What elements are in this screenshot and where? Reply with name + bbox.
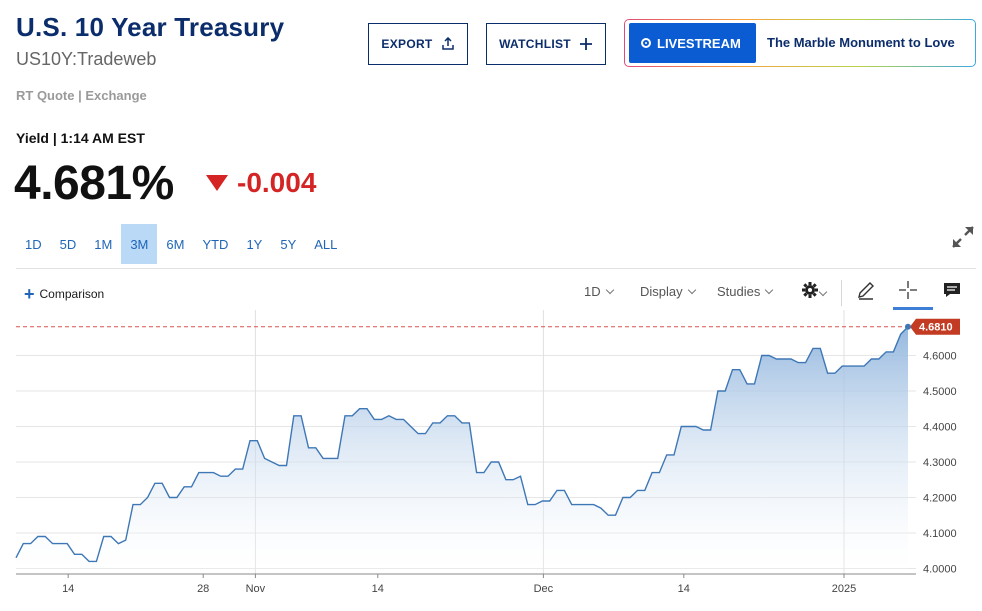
livestream-badge-label: LIVESTREAM (657, 35, 741, 51)
symbol-label: US10Y:Tradeweb (16, 49, 157, 69)
range-ytd[interactable]: YTD (202, 236, 229, 252)
live-dot-icon (641, 38, 651, 48)
crosshair-icon (898, 280, 918, 305)
y-tick-label: 4.3000 (923, 457, 957, 469)
x-tick-label: Dec (534, 583, 554, 595)
last-value-badge: 4.6810 (910, 318, 960, 335)
rt-quote-label: RT Quote | Exchange (16, 88, 147, 103)
x-tick-label: 14 (62, 583, 74, 595)
range-5y[interactable]: 5Y (280, 236, 297, 252)
page-title: U.S. 10 Year Treasury (16, 12, 285, 42)
livestream-inner: LIVESTREAM The Marble Monument to Love (625, 20, 975, 66)
chevron-down-icon (765, 285, 774, 295)
expand-icon[interactable] (950, 224, 976, 250)
comments-button[interactable] (940, 280, 964, 304)
x-tick-label: 14 (678, 583, 690, 595)
y-tick-label: 4.6000 (923, 350, 957, 362)
interval-label: 1D (584, 284, 601, 299)
studies-dropdown[interactable]: Studies (717, 284, 774, 299)
comparison-button[interactable]: + Comparison (24, 284, 105, 304)
interval-dropdown[interactable]: 1D (584, 284, 614, 299)
y-tick-label: 4.4000 (923, 421, 957, 433)
range-all[interactable]: ALL (314, 236, 338, 252)
display-label: Display (640, 284, 683, 299)
comment-icon (942, 280, 962, 305)
range-3m[interactable]: 3M (121, 224, 158, 264)
y-tick-label: 4.2000 (923, 492, 957, 504)
chevron-down-icon (605, 285, 614, 295)
watchlist-label: WATCHLIST (499, 37, 571, 51)
export-button[interactable]: EXPORT (368, 23, 468, 65)
share-icon (441, 37, 455, 51)
crosshair-button[interactable] (896, 280, 920, 304)
display-dropdown[interactable]: Display (640, 284, 696, 299)
settings-chevron[interactable] (817, 280, 829, 304)
livestream-banner[interactable]: LIVESTREAM The Marble Monument to Love (624, 19, 976, 67)
plus-icon: + (24, 284, 35, 304)
gear-icon (801, 281, 819, 304)
chart-area-fill (16, 326, 908, 572)
studies-label: Studies (717, 284, 761, 299)
divider (16, 268, 976, 269)
comparison-label: Comparison (39, 287, 105, 301)
y-tick-label: 4.5000 (923, 386, 957, 398)
x-tick-label: 14 (372, 583, 384, 595)
y-tick-label: 4.1000 (923, 528, 957, 540)
down-arrow-icon (206, 175, 228, 191)
range-1m[interactable]: 1M (94, 236, 113, 252)
range-6m[interactable]: 6M (166, 236, 185, 252)
export-label: EXPORT (381, 37, 433, 51)
price-chart[interactable]: 14 28 Nov 14 Dec 14 2025 4.6000 4.5000 4.4000 4.3… (0, 310, 982, 600)
livestream-badge[interactable]: LIVESTREAM (629, 23, 756, 63)
range-selector: 1D 5D 1M 3M 6M YTD 1Y 5Y ALL (16, 224, 346, 264)
chevron-down-icon (818, 287, 828, 297)
toolbar-separator (841, 280, 842, 306)
x-tick-label: 28 (197, 583, 209, 595)
x-axis: 14 28 Nov 14 Dec 14 2025 (16, 573, 916, 595)
y-axis: 4.6000 4.5000 4.4000 4.3000 4.2000 4.1000 4.00… (923, 350, 957, 575)
chevron-down-icon (687, 285, 696, 295)
pencil-icon (856, 280, 876, 305)
watchlist-button[interactable]: WATCHLIST (486, 23, 606, 65)
x-tick-label: Nov (246, 583, 266, 595)
crosshair-active-indicator (893, 307, 933, 310)
chart-line (15, 326, 909, 563)
range-5d[interactable]: 5D (59, 236, 77, 252)
livestream-title[interactable]: The Marble Monument to Love (767, 35, 955, 50)
price-change: -0.004 (237, 167, 317, 198)
range-1y[interactable]: 1Y (246, 236, 263, 252)
last-value-label: 4.6810 (919, 322, 953, 334)
draw-button[interactable] (854, 280, 878, 304)
x-tick-label: 2025 (832, 583, 856, 595)
plus-icon (579, 37, 593, 51)
yield-timestamp: Yield | 1:14 AM EST (16, 130, 145, 146)
range-1d[interactable]: 1D (25, 236, 42, 252)
y-tick-label: 4.0000 (923, 563, 957, 575)
last-point-marker (905, 323, 911, 330)
settings-button[interactable] (798, 280, 822, 304)
last-price: 4.681% (14, 157, 174, 210)
